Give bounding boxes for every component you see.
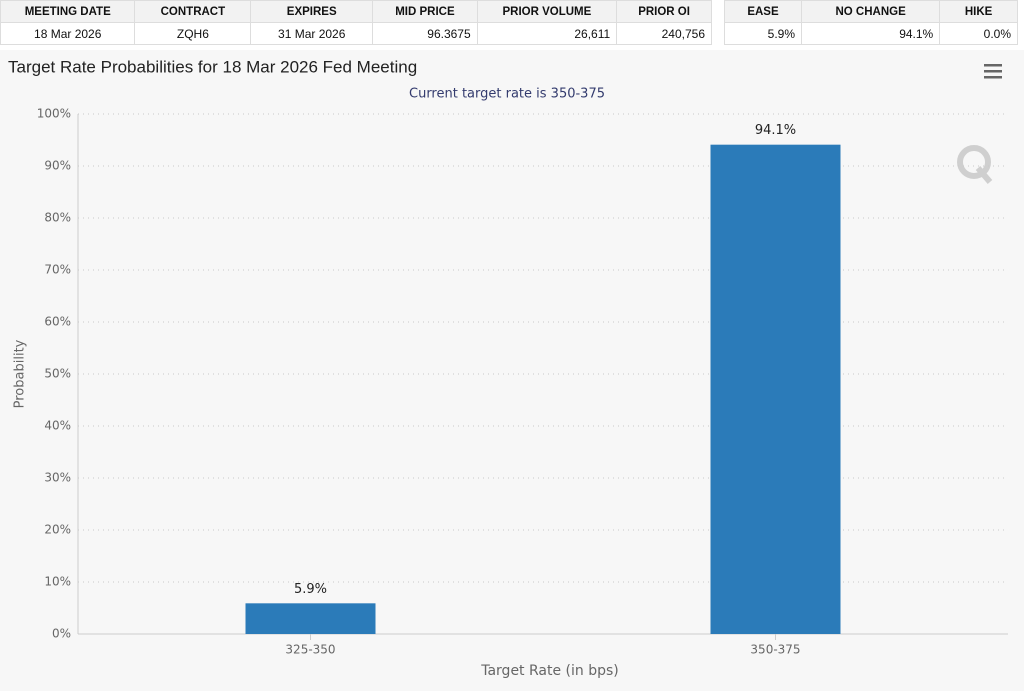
cell: 18 Mar 2026 bbox=[0, 22, 136, 45]
menu-bar bbox=[984, 70, 1002, 73]
y-tick-label: 70% bbox=[44, 263, 71, 277]
bar bbox=[710, 144, 841, 634]
data-row: 5.9% 94.1% 0.0% bbox=[724, 22, 1018, 45]
menu-bar bbox=[984, 76, 1002, 79]
y-tick-label: 80% bbox=[44, 211, 71, 225]
x-tick-label: 325-350 bbox=[285, 643, 335, 657]
y-axis-title: Probability bbox=[13, 339, 28, 408]
cell: 96.3675 bbox=[372, 22, 478, 45]
cell: 94.1% bbox=[800, 22, 941, 45]
menu-button[interactable] bbox=[984, 64, 1002, 79]
chart-title: Target Rate Probabilities for 18 Mar 202… bbox=[8, 57, 417, 76]
data-label: 94.1% bbox=[755, 123, 796, 138]
column-header: MID PRICE bbox=[372, 0, 478, 23]
data-row: 18 Mar 2026 ZQH6 31 Mar 2026 96.3675 26,611 2… bbox=[0, 22, 712, 45]
y-tick-label: 40% bbox=[44, 419, 71, 433]
logo-ring bbox=[957, 145, 991, 179]
y-tick-label: 20% bbox=[44, 523, 71, 537]
probability-table: EASE NO CHANGE HIKE 5.9% 94.1% 0.0% bbox=[724, 0, 1018, 45]
logo-tail bbox=[975, 166, 993, 184]
cell: 5.9% bbox=[724, 22, 802, 45]
cell: 240,756 bbox=[616, 22, 712, 45]
y-tick-label: 90% bbox=[44, 159, 71, 173]
data-label: 5.9% bbox=[294, 582, 327, 597]
column-header: NO CHANGE bbox=[800, 0, 941, 23]
header-row: MEETING DATE CONTRACT EXPIRES MID PRICE PRIO… bbox=[0, 0, 712, 23]
column-header: EXPIRES bbox=[250, 0, 374, 23]
chart-subtitle: Current target rate is 350-375 bbox=[409, 87, 605, 102]
column-header: PRIOR VOLUME bbox=[476, 0, 618, 23]
chart: Target Rate Probabilities for 18 Mar 202… bbox=[0, 50, 1024, 691]
y-tick-label: 0% bbox=[52, 627, 71, 641]
column-header: EASE bbox=[724, 0, 802, 23]
column-header: MEETING DATE bbox=[0, 0, 136, 23]
x-axis-title: Target Rate (in bps) bbox=[480, 663, 619, 679]
contract-table: MEETING DATE CONTRACT EXPIRES MID PRICE PRIO… bbox=[0, 0, 712, 45]
cell: 0.0% bbox=[939, 22, 1018, 45]
y-tick-label: 60% bbox=[44, 315, 71, 329]
y-tick-label: 50% bbox=[44, 367, 71, 381]
column-header: HIKE bbox=[939, 0, 1018, 23]
chart-background bbox=[0, 50, 1024, 691]
y-tick-label: 100% bbox=[37, 107, 71, 121]
cell: 31 Mar 2026 bbox=[250, 22, 374, 45]
x-tick-label: 350-375 bbox=[750, 643, 800, 657]
column-header: PRIOR OI bbox=[616, 0, 712, 23]
cell: 26,611 bbox=[476, 22, 618, 45]
column-header: CONTRACT bbox=[134, 0, 252, 23]
cell: ZQH6 bbox=[134, 22, 252, 45]
logo bbox=[957, 145, 993, 184]
header-row: EASE NO CHANGE HIKE bbox=[724, 0, 1018, 23]
bar bbox=[245, 603, 376, 634]
y-tick-label: 10% bbox=[44, 575, 71, 589]
menu-bar bbox=[984, 64, 1002, 67]
y-tick-label: 30% bbox=[44, 471, 71, 485]
